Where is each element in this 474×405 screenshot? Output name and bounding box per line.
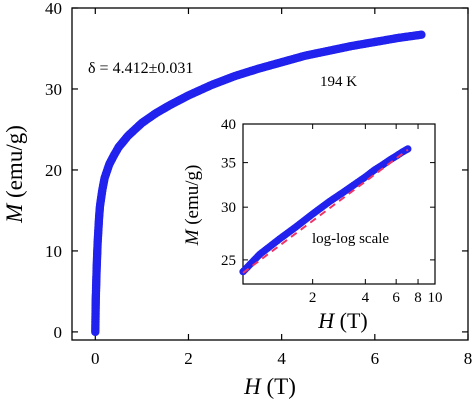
main-y-tick-label: 30 (45, 80, 62, 99)
main-x-tick-label: 6 (371, 349, 380, 368)
inset-y-axis-label: M (emu/g) (182, 165, 203, 247)
inset-data-series (239, 145, 412, 276)
inset-x-axis-unit: (T) (340, 308, 368, 333)
inset-x-tick-label: 8 (414, 290, 422, 306)
inset-y-axis-symbol: M (182, 228, 203, 246)
inset-x-tick-label: 4 (362, 290, 370, 306)
main-x-tick-label: 4 (277, 349, 286, 368)
main-x-tick-label: 2 (184, 349, 193, 368)
inset-data-point (404, 145, 412, 153)
inset-scale-annotation: log-log scale (312, 231, 389, 247)
inset-y-axis-unit: (emu/g) (182, 165, 203, 225)
main-y-tick-label: 20 (45, 161, 62, 180)
temperature-annotation: 194 K (320, 74, 357, 90)
main-y-axis-unit: (emu/g) (2, 125, 27, 198)
inset-y-tick-label: 30 (221, 200, 236, 216)
main-plot-frame (71, 7, 469, 341)
inset-x-axis-label: H (T) (317, 308, 367, 333)
main-y-axis-symbol: M (2, 202, 27, 224)
inset-x-tick-label: 10 (428, 290, 443, 306)
main-x-tick-label: 8 (464, 349, 473, 368)
main-y-tick-label: 10 (45, 242, 62, 261)
delta-annotation: δ = 4.412±0.031 (88, 60, 193, 77)
main-y-axis-label: M (emu/g) (2, 125, 27, 224)
main-y-tick-label: 40 (45, 0, 62, 18)
main-x-axis-label: H (T) (243, 374, 296, 399)
inset-axis-ticks: 2 4 6 8 10 25 30 35 40 (221, 117, 443, 306)
inset-x-tick-label: 2 (309, 290, 317, 306)
inset-x-tick-label: 6 (392, 290, 400, 306)
inset-y-tick-label: 40 (221, 117, 236, 133)
main-x-axis-unit: (T) (267, 374, 296, 399)
main-x-axis-symbol: H (243, 374, 262, 399)
inset-y-tick-label: 25 (221, 253, 236, 269)
main-y-tick-label: 0 (54, 323, 63, 342)
inset-x-axis-symbol: H (317, 308, 335, 333)
inset-fit-line (242, 148, 409, 274)
main-data-series (91, 30, 426, 337)
main-x-tick-label: 0 (91, 349, 100, 368)
data-point (417, 30, 426, 39)
inset-y-tick-label: 35 (221, 156, 236, 172)
